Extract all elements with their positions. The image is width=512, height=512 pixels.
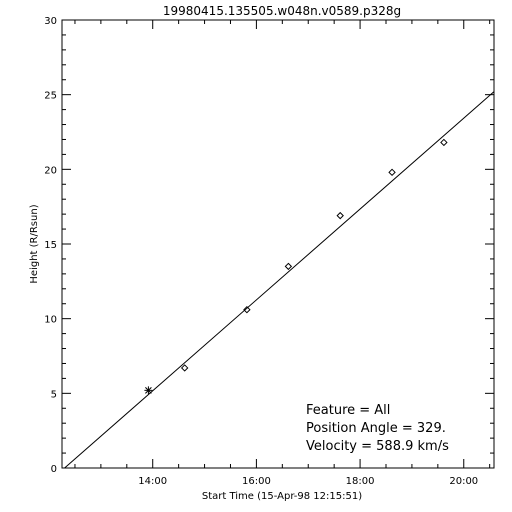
annotation-block: Feature = All Position Angle = 329. Velo… xyxy=(306,403,449,454)
annotation-velocity: Velocity = 588.9 km/s xyxy=(306,439,449,454)
y-tick-label: 10 xyxy=(44,315,57,326)
x-tick-label: 14:00 xyxy=(138,476,167,487)
y-tick-label: 30 xyxy=(44,16,57,27)
y-tick-label: 25 xyxy=(44,91,57,102)
data-point-diamond xyxy=(243,305,251,314)
annotation-position-angle: Position Angle = 329. xyxy=(306,421,446,436)
y-axis-label: Height (R/Rsun) xyxy=(29,204,40,283)
x-tick-label: 18:00 xyxy=(346,476,375,487)
y-axis: 0 5 10 15 20 25 30 xyxy=(44,16,494,475)
data-point-diamond xyxy=(388,168,396,177)
x-tick-label: 16:00 xyxy=(242,476,271,487)
data-point-diamond xyxy=(336,211,344,220)
linear-fit-line xyxy=(64,91,495,469)
x-axis: 14:00 16:00 18:00 20:00 xyxy=(74,20,491,487)
data-points xyxy=(144,138,448,395)
chart-title: 19980415.135505.w048n.v0589.p328g xyxy=(163,4,401,18)
x-axis-label: Start Time (15-Apr-98 12:15:51) xyxy=(202,491,362,502)
fit-line-group xyxy=(64,91,495,469)
data-point-diamond xyxy=(440,138,448,147)
x-tick-label: 20:00 xyxy=(449,476,478,487)
y-tick-label: 15 xyxy=(44,240,57,251)
annotation-feature: Feature = All xyxy=(306,403,390,418)
data-point-diamond xyxy=(284,262,293,271)
data-point-star xyxy=(144,386,153,395)
plot-frame xyxy=(61,19,495,469)
y-tick-label: 0 xyxy=(51,464,57,475)
y-tick-label: 20 xyxy=(44,165,57,176)
y-tick-label: 5 xyxy=(51,389,57,400)
data-point-diamond xyxy=(180,364,189,372)
